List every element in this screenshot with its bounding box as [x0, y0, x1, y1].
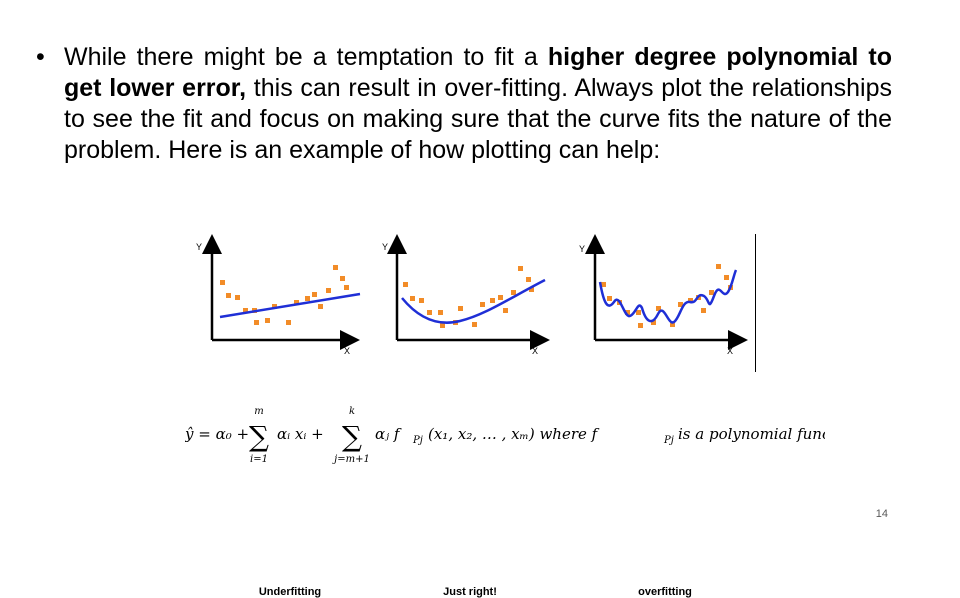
- panel2-x-label: X: [532, 346, 538, 356]
- data-point: [286, 320, 291, 325]
- formula-lhs: ŷ = α₀ +: [185, 425, 249, 443]
- data-point: [701, 308, 706, 313]
- data-point: [511, 290, 516, 295]
- fitting-comparison-figure: Y X: [190, 230, 770, 598]
- bullet-text-part1: While there might be a temptation to fit…: [64, 43, 548, 71]
- data-point: [272, 304, 277, 309]
- data-point: [716, 264, 721, 269]
- data-point: [243, 308, 248, 313]
- data-point: [625, 310, 630, 315]
- panel2-fit-curve: [401, 278, 546, 324]
- data-point: [638, 323, 643, 328]
- data-point: [305, 296, 310, 301]
- data-point: [403, 282, 408, 287]
- data-point: [490, 298, 495, 303]
- data-point: [438, 310, 443, 315]
- panel3-fit-curve: [598, 269, 738, 324]
- formula-tail: is a polynomial function: [678, 425, 825, 443]
- data-point: [254, 320, 259, 325]
- bullet-dot: •: [36, 43, 45, 71]
- data-point: [498, 295, 503, 300]
- formula-term2: αⱼ f: [375, 425, 402, 443]
- data-point: [503, 308, 508, 313]
- data-point: [312, 292, 317, 297]
- caption-just-right: Just right!: [443, 586, 497, 598]
- data-point: [670, 322, 675, 327]
- data-point: [333, 265, 338, 270]
- data-point: [656, 306, 661, 311]
- caption-overfitting: overfitting: [638, 586, 692, 598]
- bullet-text: While there might be a temptation to fit…: [64, 42, 892, 166]
- data-point: [410, 296, 415, 301]
- formula-svg: ŷ = α₀ + m ∑ i=1 αᵢ xᵢ + k ∑ j=m+1 αⱼ f …: [185, 406, 825, 465]
- data-point: [472, 322, 477, 327]
- data-point: [340, 276, 345, 281]
- data-point: [226, 293, 231, 298]
- data-point: [529, 287, 534, 292]
- panel2-y-label: Y: [382, 242, 388, 252]
- panel3-y-label: Y: [579, 244, 585, 254]
- panel1-points: [220, 265, 349, 325]
- panel-underfitting: Y X: [196, 234, 361, 356]
- panel-just-right: Y X: [382, 234, 550, 356]
- data-point: [709, 290, 714, 295]
- panel1-y-label: Y: [196, 242, 202, 252]
- data-point: [427, 310, 432, 315]
- sum1-sigma-icon: ∑: [249, 420, 269, 453]
- bullet-text-part2: this can result in over-fitting. Always …: [64, 74, 892, 164]
- bullet-text-bold: higher degree polynomial to get lower er…: [64, 43, 893, 102]
- panel1-x-label: X: [344, 346, 350, 356]
- data-point: [326, 288, 331, 293]
- caption-underfitting: Underfitting: [258, 586, 322, 598]
- data-point: [651, 320, 656, 325]
- sum1-upper-limit: m: [254, 406, 263, 417]
- data-point: [724, 275, 729, 280]
- panel2-points: [403, 266, 534, 328]
- data-point: [294, 300, 299, 305]
- panel3-x-label: X: [727, 346, 733, 356]
- data-point: [440, 323, 445, 328]
- data-point: [688, 298, 693, 303]
- data-point: [607, 296, 612, 301]
- data-point: [518, 266, 523, 271]
- fitting-figure-svg: Y X: [196, 234, 748, 356]
- formula-term1: αᵢ xᵢ +: [277, 425, 324, 443]
- data-point: [636, 310, 641, 315]
- data-point: [419, 298, 424, 303]
- data-point: [678, 302, 683, 307]
- data-point: [458, 306, 463, 311]
- panel1-fit-line: [219, 292, 361, 319]
- regression-formula: ŷ = α₀ + m ∑ i=1 αᵢ xᵢ + k ∑ j=m+1 αⱼ f …: [185, 400, 825, 470]
- formula-term2-subscript: Pj: [412, 435, 423, 446]
- sum2-sigma-icon: ∑: [342, 420, 362, 453]
- page-number: 14: [875, 508, 888, 520]
- data-point: [344, 285, 349, 290]
- figure-divider: [755, 234, 756, 372]
- data-point: [480, 302, 485, 307]
- panel-overfitting: Y X: [579, 234, 748, 356]
- sum1-lower-limit: i=1: [250, 454, 268, 465]
- data-point: [526, 277, 531, 282]
- data-point: [601, 282, 606, 287]
- formula-where-subscript: Pj: [663, 435, 674, 446]
- data-point: [265, 318, 270, 323]
- data-point: [220, 280, 225, 285]
- sum2-lower-limit: j=m+1: [332, 454, 370, 465]
- data-point: [235, 295, 240, 300]
- sum2-upper-limit: k: [349, 406, 355, 417]
- formula-term2-args: (x₁, x₂, … , xₘ) where f: [428, 425, 600, 443]
- bullet-paragraph: • While there might be a temptation to f…: [36, 42, 892, 166]
- data-point: [318, 304, 323, 309]
